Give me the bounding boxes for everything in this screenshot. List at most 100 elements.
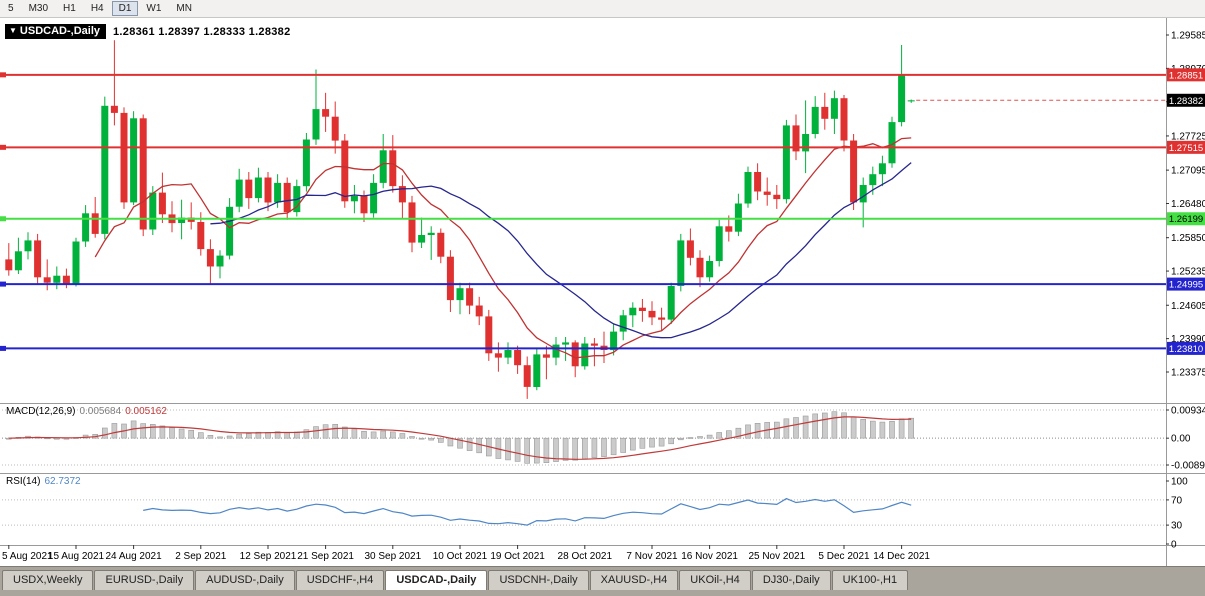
timeframe-button-mn[interactable]: MN — [176, 3, 192, 14]
macd-histogram-bar — [591, 437, 598, 458]
macd-histogram-bar — [629, 437, 636, 451]
macd-histogram-bar — [428, 437, 435, 441]
macd-histogram-bar — [898, 418, 905, 439]
macd-histogram-bar — [284, 432, 291, 439]
timeframe-button-h1[interactable]: H1 — [63, 3, 76, 14]
candle-body — [274, 182, 282, 203]
macd-name: MACD(12,26,9) — [6, 406, 76, 417]
candle-body — [581, 343, 589, 367]
macd-histogram-bar — [476, 437, 483, 454]
rsi-tick-label: 30 — [1171, 521, 1183, 532]
timeframe-button-d1[interactable]: D1 — [111, 1, 139, 16]
date-tick-label: 21 Sep 2021 — [297, 551, 354, 562]
macd-histogram-bar — [658, 437, 665, 447]
chart-tab-xauusd-h4[interactable]: XAUUSD-,H4 — [589, 570, 679, 590]
collapse-triangle-icon[interactable]: ▼ — [9, 26, 17, 35]
macd-histogram-bar — [793, 417, 799, 439]
candle-body — [456, 288, 464, 301]
candle-body — [648, 310, 656, 318]
candle-body — [322, 109, 330, 117]
candle-body — [830, 98, 838, 119]
chart-tab-ukoil-h4[interactable]: UKOil-,H4 — [679, 570, 751, 590]
candle-body — [696, 257, 704, 278]
macd-histogram-bar — [850, 416, 857, 439]
date-tick-label: 24 Aug 2021 — [106, 551, 163, 562]
macd-tick-label: 0.00 — [1171, 434, 1191, 445]
macd-tick-label: 0.009345 — [1171, 406, 1205, 417]
candle-body — [379, 150, 387, 183]
candle-body — [398, 186, 406, 203]
macd-histogram-bar — [889, 420, 895, 439]
chart-tab-usdchf-h4[interactable]: USDCHF-,H4 — [295, 570, 385, 590]
candle-body — [226, 206, 234, 256]
line-edge-marker — [0, 345, 6, 351]
candle-body — [562, 342, 570, 345]
price-tick-label: 1.27095 — [1171, 166, 1205, 177]
price-tick-label: 1.29585 — [1171, 31, 1205, 42]
chart-tab-usdx-weekly[interactable]: USDX,Weekly — [2, 570, 94, 590]
candle-body — [619, 315, 627, 332]
timeframe-toolbar: 5 M30 H1 H4 D1 W1 MN — [0, 0, 1205, 18]
price-tick-label: 1.25235 — [1171, 267, 1205, 278]
candle-body — [408, 202, 416, 243]
chart-tab-audusd-daily[interactable]: AUDUSD-,Daily — [195, 570, 295, 590]
chart-tab-eurusd-daily[interactable]: EURUSD-,Daily — [94, 570, 195, 590]
candle-body — [120, 112, 128, 203]
macd-histogram-bar — [562, 437, 569, 461]
timeframe-button-h4[interactable]: H4 — [90, 3, 104, 14]
timeframe-button-w1[interactable]: W1 — [146, 3, 162, 14]
rsi-panel: 100 70 30 0 — [2, 477, 1188, 551]
macd-histogram-bar — [380, 430, 387, 439]
candle-body — [667, 286, 675, 320]
chart-tab-dj30-daily[interactable]: DJ30-,Daily — [751, 570, 831, 590]
candle-body — [101, 105, 109, 234]
date-tick-label: 28 Oct 2021 — [558, 551, 613, 562]
candle-body — [341, 140, 349, 202]
macd-histogram-bar — [553, 437, 559, 462]
macd-histogram-bar — [53, 437, 60, 440]
macd-histogram-bar — [236, 433, 242, 439]
macd-histogram-bar — [677, 437, 684, 441]
timeframe-button-5[interactable]: 5 — [8, 3, 14, 14]
chart-canvas[interactable]: 1.295851.289701.283551.277251.270951.264… — [0, 18, 1205, 566]
macd-histogram-bar — [159, 425, 166, 439]
candle-body — [437, 232, 445, 257]
macd-histogram-bar — [524, 437, 531, 464]
chart-tab-uk100-h1[interactable]: UK100-,H1 — [831, 570, 909, 590]
candle-body — [590, 343, 598, 346]
date-tick-label: 2 Sep 2021 — [175, 551, 227, 562]
timeframe-button-m30[interactable]: M30 — [28, 3, 49, 14]
macd-histogram-bar — [389, 431, 396, 439]
macd-histogram-bar — [821, 412, 828, 439]
candle-body — [792, 125, 800, 152]
date-tick-label: 7 Nov 2021 — [626, 551, 678, 562]
candle-body — [542, 354, 550, 358]
date-tick-label: 25 Nov 2021 — [748, 551, 805, 562]
candle-body — [811, 106, 819, 134]
macd-histogram-bar — [745, 424, 751, 439]
date-tick-label: 30 Sep 2021 — [364, 551, 421, 562]
price-tick-label: 1.23375 — [1171, 368, 1205, 379]
rsi-indicator-label: RSI(14) 62.7372 — [6, 476, 81, 487]
candle-body — [878, 163, 886, 175]
price-line-badge-label: 1.24995 — [1169, 280, 1203, 291]
candle-body — [245, 179, 253, 199]
candle-body — [552, 344, 560, 358]
chart-tab-usdcnh-daily[interactable]: USDCNH-,Daily — [488, 570, 589, 590]
candle-body — [629, 307, 637, 316]
candle-body — [264, 177, 272, 203]
date-tick-label: 14 Dec 2021 — [873, 551, 930, 562]
macd-histogram-bar — [601, 437, 607, 457]
candle-body — [254, 177, 262, 199]
macd-histogram-bar — [169, 427, 175, 439]
candle-body — [206, 249, 214, 267]
candle-body — [283, 182, 291, 213]
macd-indicator-label: MACD(12,26,9) 0.005684 0.005162 — [6, 406, 167, 417]
macd-histogram-bar — [860, 418, 867, 439]
price-objects-layer — [0, 72, 1166, 351]
candle-body — [178, 217, 186, 223]
candle-body — [418, 235, 426, 243]
chart-tab-usdcad-daily[interactable]: USDCAD-,Daily — [385, 570, 488, 590]
candle-body — [446, 256, 454, 301]
macd-histogram-bar — [505, 437, 511, 461]
